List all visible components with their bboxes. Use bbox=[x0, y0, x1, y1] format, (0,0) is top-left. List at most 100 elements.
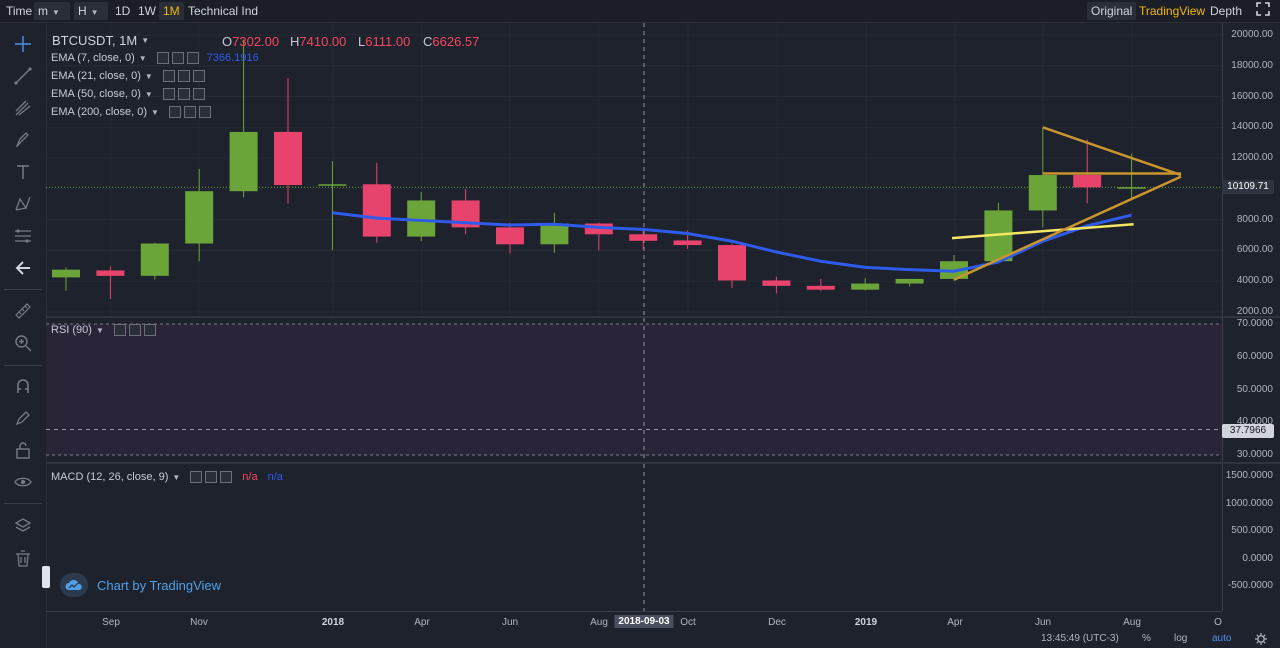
rsi-legend[interactable]: RSI (90) ▼ bbox=[51, 324, 156, 336]
time-button[interactable]: Time bbox=[6, 4, 33, 18]
close-icon[interactable] bbox=[198, 106, 211, 118]
tradingview-watermark[interactable]: Chart by TradingView bbox=[60, 573, 221, 597]
layers-icon[interactable] bbox=[8, 513, 38, 539]
brush-icon[interactable] bbox=[8, 127, 38, 153]
close-icon[interactable] bbox=[143, 324, 156, 336]
interval-1d-button[interactable]: 1D bbox=[115, 4, 131, 18]
symbol-legend[interactable]: BTCUSDT, 1M ▼ bbox=[52, 33, 149, 48]
price-pane[interactable] bbox=[46, 23, 1222, 316]
back-arrow-icon[interactable] bbox=[8, 255, 38, 281]
ema-200-legend[interactable]: EMA (200, close, 0) ▼ bbox=[51, 106, 211, 118]
candlestick-chart bbox=[46, 23, 1222, 316]
time-tick-label: 2019 bbox=[854, 617, 878, 628]
candle-body bbox=[362, 184, 391, 237]
fib-retracement-icon[interactable] bbox=[8, 223, 38, 249]
eye-icon[interactable] bbox=[190, 471, 203, 483]
view-depth-tab[interactable]: Depth bbox=[1210, 4, 1243, 18]
time-tick-label: Aug bbox=[590, 617, 608, 628]
gear-icon[interactable] bbox=[205, 471, 218, 483]
lock-pencil-icon[interactable] bbox=[8, 405, 38, 431]
lock-icon[interactable] bbox=[8, 437, 38, 463]
magnet-icon[interactable] bbox=[8, 373, 38, 399]
price-tick-label: 2000.00 bbox=[1236, 306, 1273, 317]
eye-icon[interactable] bbox=[168, 106, 181, 118]
rsi-tick-label: 40.0000 bbox=[1236, 416, 1273, 428]
crosshair-icon[interactable] bbox=[8, 31, 38, 57]
candle-body bbox=[185, 191, 214, 244]
price-tick-label: 18000.00 bbox=[1231, 59, 1273, 71]
candle-body bbox=[895, 278, 924, 284]
candle-body bbox=[140, 243, 169, 276]
trash-icon[interactable] bbox=[8, 545, 38, 571]
gear-icon[interactable] bbox=[128, 324, 141, 336]
time-tick-label: Jun bbox=[1034, 617, 1052, 628]
pattern-icon[interactable] bbox=[8, 191, 38, 217]
trend-line-icon[interactable] bbox=[8, 63, 38, 89]
crosshair-date-tag: 2018-09-03 bbox=[614, 615, 674, 628]
rsi-chart bbox=[46, 318, 1222, 462]
price-axis[interactable]: 20000.00 18000.00 16000.00 14000.00 12000.00… bbox=[1222, 23, 1280, 317]
interval-1w-button[interactable]: 1W bbox=[138, 4, 156, 18]
interval-1m-button[interactable]: 1M bbox=[159, 2, 184, 20]
view-original-tab[interactable]: Original bbox=[1087, 2, 1137, 20]
current-price-tag: 10109.71 bbox=[1222, 180, 1274, 195]
ohlc-high: H7410.00 bbox=[290, 34, 347, 49]
candle-body bbox=[629, 234, 658, 241]
percent-toggle[interactable]: % bbox=[1142, 633, 1151, 644]
fullscreen-icon[interactable] bbox=[1252, 2, 1274, 20]
rsi-axis[interactable]: 70.0000 60.0000 50.0000 40.0000 30.0000 bbox=[1222, 318, 1280, 462]
time-tick-label: Sep bbox=[102, 617, 120, 628]
ruler-icon[interactable] bbox=[8, 298, 38, 324]
chevron-down-icon[interactable]: ▼ bbox=[141, 36, 150, 45]
auto-toggle[interactable]: auto bbox=[1212, 633, 1232, 644]
log-toggle[interactable]: log bbox=[1174, 633, 1188, 644]
candle-body bbox=[496, 227, 524, 245]
hour-dropdown[interactable]: H ▼ bbox=[74, 2, 108, 20]
ema-7-legend[interactable]: EMA (7, close, 0) ▼ 7366.1916 bbox=[51, 52, 259, 64]
eye-icon[interactable] bbox=[162, 88, 175, 100]
rsi-tick-label: 30.0000 bbox=[1236, 449, 1273, 460]
time-axis[interactable]: Sep Nov 2018 Apr Jun Aug Oct Dec 2019 Apr Jun Aug O 2… bbox=[46, 611, 1222, 632]
eye-icon[interactable] bbox=[113, 324, 126, 336]
macd-axis[interactable]: 1500.0000 1000.0000 500.0000 0.0000 -500.000… bbox=[1222, 464, 1280, 611]
ema-50-legend[interactable]: EMA (50, close, 0) ▼ bbox=[51, 88, 205, 100]
macd-pane[interactable] bbox=[46, 464, 1222, 611]
eye-icon[interactable] bbox=[156, 52, 169, 64]
zoom-in-icon[interactable] bbox=[8, 330, 38, 356]
interval-toolbar: Time m ▼ H ▼ 1D 1W 1M Technical Ind Origin… bbox=[0, 0, 1280, 23]
close-icon[interactable] bbox=[192, 70, 205, 82]
candle-body bbox=[851, 283, 880, 290]
time-tick-label: Jun bbox=[501, 617, 519, 628]
time-tick-label: 2018 bbox=[321, 617, 345, 628]
drawing-toolbar bbox=[0, 23, 47, 648]
close-icon[interactable] bbox=[220, 471, 233, 483]
rsi-band bbox=[46, 324, 1222, 455]
technical-indicators-button[interactable]: Technical Ind bbox=[188, 4, 259, 18]
macd-chart bbox=[643, 464, 645, 611]
candle-body bbox=[762, 280, 791, 286]
gear-icon[interactable] bbox=[177, 70, 190, 82]
triangle-lower-line bbox=[953, 175, 1182, 281]
rsi-pane[interactable] bbox=[46, 318, 1222, 462]
gear-icon[interactable] bbox=[183, 106, 196, 118]
macd-tick-label: 0.0000 bbox=[1242, 552, 1273, 564]
view-tradingview-tab[interactable]: TradingView bbox=[1139, 4, 1206, 18]
text-tool-icon[interactable] bbox=[8, 159, 38, 185]
gear-icon[interactable] bbox=[177, 88, 190, 100]
candle-body bbox=[229, 131, 258, 192]
gear-icon[interactable] bbox=[1255, 633, 1267, 648]
macd-legend[interactable]: MACD (12, 26, close, 9) ▼ n/a n/a bbox=[51, 471, 283, 483]
eye-icon[interactable] bbox=[8, 469, 38, 495]
gear-icon[interactable] bbox=[171, 52, 184, 64]
close-icon[interactable] bbox=[192, 88, 205, 100]
eye-icon[interactable] bbox=[162, 70, 175, 82]
close-icon[interactable] bbox=[186, 52, 199, 64]
toolbar-collapse-handle[interactable] bbox=[42, 566, 50, 588]
ema-21-legend[interactable]: EMA (21, close, 0) ▼ bbox=[51, 70, 205, 82]
pitchfork-icon[interactable] bbox=[8, 95, 38, 121]
minute-dropdown[interactable]: m ▼ bbox=[34, 2, 70, 20]
macd-tick-label: -500.0000 bbox=[1227, 580, 1273, 591]
time-tick-label: Aug bbox=[1123, 617, 1141, 628]
pane-divider[interactable] bbox=[46, 316, 1280, 318]
pane-divider[interactable] bbox=[46, 462, 1280, 464]
